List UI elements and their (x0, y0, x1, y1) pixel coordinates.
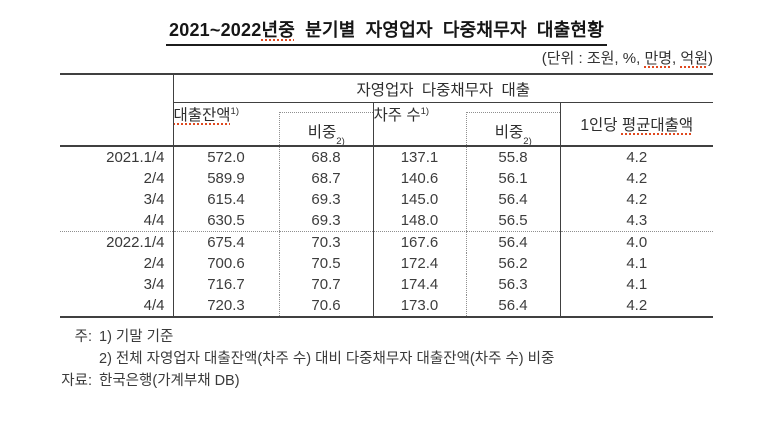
col-head-share-1: 비중 2) (279, 102, 373, 147)
note-2-text: 2) 전체 자영업자 대출잔액(차주 수) 대비 다중채무자 대출잔액(차주 수… (99, 351, 555, 367)
avg-loan-cell: 4.1 (559, 253, 713, 274)
title-block: 2021~2022년중 분기별 자영업자 다중채무자 대출현황 (60, 16, 713, 46)
avg-loan-cell: 4.2 (559, 168, 713, 189)
table-row: 2/4 700.6 70.5 172.4 56.2 4.1 (60, 253, 713, 274)
share-cell-2: 56.3 (465, 274, 560, 295)
share-cell: 70.5 (278, 253, 373, 274)
source-label: 자료: (61, 373, 92, 389)
loan-balance-cell: 572.0 (207, 149, 245, 166)
share-cell: 68.8 (278, 146, 373, 168)
borrowers-cell: 167.6 (372, 231, 466, 253)
avg-loan-cell: 4.3 (559, 210, 713, 232)
share-subcell: 비중 2) (279, 112, 373, 145)
quarter-cell: 2022.1/4 (60, 231, 174, 253)
title-squiggle-text: 년중 (261, 20, 295, 40)
units-squiggle-eokwon: 억원 (680, 50, 708, 67)
note-1-text: 1) 기말 기준 (99, 329, 174, 345)
header-row-columns: 대출잔액1) 비중 2) 차주 수1) 비중 2) 1인당 평균대출액 (60, 102, 713, 147)
borrowers-cell: 137.1 (372, 146, 466, 168)
share-cell-2: 56.5 (465, 210, 560, 232)
title-rest: 분기별 자영업자 다중채무자 대출현황 (305, 20, 604, 40)
loan-balance-cell: 720.3 (207, 297, 245, 314)
group-header: 자영업자 다중채무자 대출 (173, 74, 713, 103)
share-subcell-2: 비중 2) (466, 112, 560, 145)
title-years: 2021~2022 (169, 20, 262, 40)
avg-loan-cell: 4.2 (559, 146, 713, 168)
note-label-spacer (40, 348, 92, 370)
col-head-avg-loan: 1인당 평균대출액 (559, 102, 713, 147)
units-text: (단위 : 조원, %, (541, 50, 641, 67)
col-head-loan-balance: 대출잔액1) (173, 102, 279, 147)
loan-statistics-table: 자영업자 다중채무자 대출 대출잔액1) 비중 2) 차주 수1) 비중 2) 1인… (60, 73, 713, 318)
col-head-borrowers: 차주 수1) (372, 102, 466, 147)
quarter-cell: 3/4 (60, 274, 174, 295)
share-cell-2: 56.4 (465, 295, 560, 317)
footnote-ref-1: 1) (230, 105, 239, 117)
avg-loan-cell: 4.2 (559, 189, 713, 210)
footnote-1: 주: 1) 기말 기준 (40, 326, 554, 348)
share-cell-2: 55.8 (465, 146, 560, 168)
table-row: 2022.1/4 675.4 70.3 167.6 56.4 4.0 (60, 231, 713, 253)
footnote-ref-1b: 1) (420, 105, 430, 117)
footnote-2: 2) 전체 자영업자 대출잔액(차주 수) 대비 다중채무자 대출잔액(차주 수… (40, 348, 554, 370)
loan-balance-cell: 589.9 (207, 170, 245, 187)
borrowers-cell: 148.0 (372, 210, 466, 232)
share-cell-2: 56.4 (465, 231, 560, 253)
table-row: 3/4 615.4 69.3 145.0 56.4 4.2 (60, 189, 713, 210)
share-cell: 69.3 (278, 210, 373, 232)
loan-balance-cell: 615.4 (207, 191, 245, 208)
table-row: 4/4 720.3 70.6 173.0 56.4 4.2 (60, 295, 713, 317)
loan-balance-cell: 675.4 (207, 234, 245, 251)
borrowers-cell: 174.4 (372, 274, 466, 295)
quarter-cell: 3/4 (60, 189, 174, 210)
units-close-paren: ) (708, 50, 713, 67)
borrowers-cell: 172.4 (372, 253, 466, 274)
table-row-2021-end: 4/4 630.5 69.3 148.0 56.5 4.3 (60, 210, 713, 232)
borrowers-cell: 140.6 (372, 168, 466, 189)
share-cell: 70.3 (278, 231, 373, 253)
share-cell: 69.3 (278, 189, 373, 210)
borrowers-cell: 145.0 (372, 189, 466, 210)
quarter-column-head (60, 74, 174, 147)
source-line: 자료: 한국은행(가계부채 DB) (40, 370, 554, 392)
footnotes: 주: 1) 기말 기준 2) 전체 자영업자 대출잔액(차주 수) 대비 다중채… (40, 326, 554, 392)
share-cell-2: 56.1 (465, 168, 560, 189)
share-cell: 70.7 (278, 274, 373, 295)
page-title: 2021~2022년중 분기별 자영업자 다중채무자 대출현황 (166, 16, 607, 46)
quarter-cell: 2/4 (60, 253, 174, 274)
units-squiggle-manmyeong: 만명 (644, 50, 673, 67)
avg-loan-cell: 4.1 (559, 274, 713, 295)
col-head-share-2: 비중 2) (466, 102, 560, 147)
loan-balance-cell: 716.7 (207, 276, 245, 293)
share-cell-2: 56.2 (465, 253, 560, 274)
loan-balance-cell: 700.6 (207, 255, 245, 272)
loan-balance-cell: 630.5 (173, 210, 279, 232)
share-cell: 68.7 (278, 168, 373, 189)
avg-loan-cell: 4.0 (559, 231, 713, 253)
header-row-group: 자영업자 다중채무자 대출 (60, 74, 713, 147)
quarter-cell: 4/4 (60, 295, 174, 317)
source-text: 한국은행(가계부채 DB) (99, 373, 240, 389)
quarter-cell: 2/4 (60, 168, 174, 189)
table-row: 2/4 589.9 68.7 140.6 56.1 4.2 (60, 168, 713, 189)
share-cell: 70.6 (278, 295, 373, 317)
note-label: 주: (74, 329, 92, 345)
units-line: (단위 : 조원, %, 만명, 억원) (60, 47, 713, 68)
quarter-cell: 2021.1/4 (60, 146, 174, 168)
avg-loan-cell: 4.2 (559, 295, 713, 317)
table-row: 2021.1/4 572.0 68.8 137.1 55.8 4.2 (60, 146, 713, 168)
units-comma: , (672, 50, 677, 67)
quarter-cell: 4/4 (60, 210, 174, 232)
borrowers-cell: 173.0 (372, 295, 466, 317)
share-cell-2: 56.4 (465, 189, 560, 210)
table-row: 3/4 716.7 70.7 174.4 56.3 4.1 (60, 274, 713, 295)
